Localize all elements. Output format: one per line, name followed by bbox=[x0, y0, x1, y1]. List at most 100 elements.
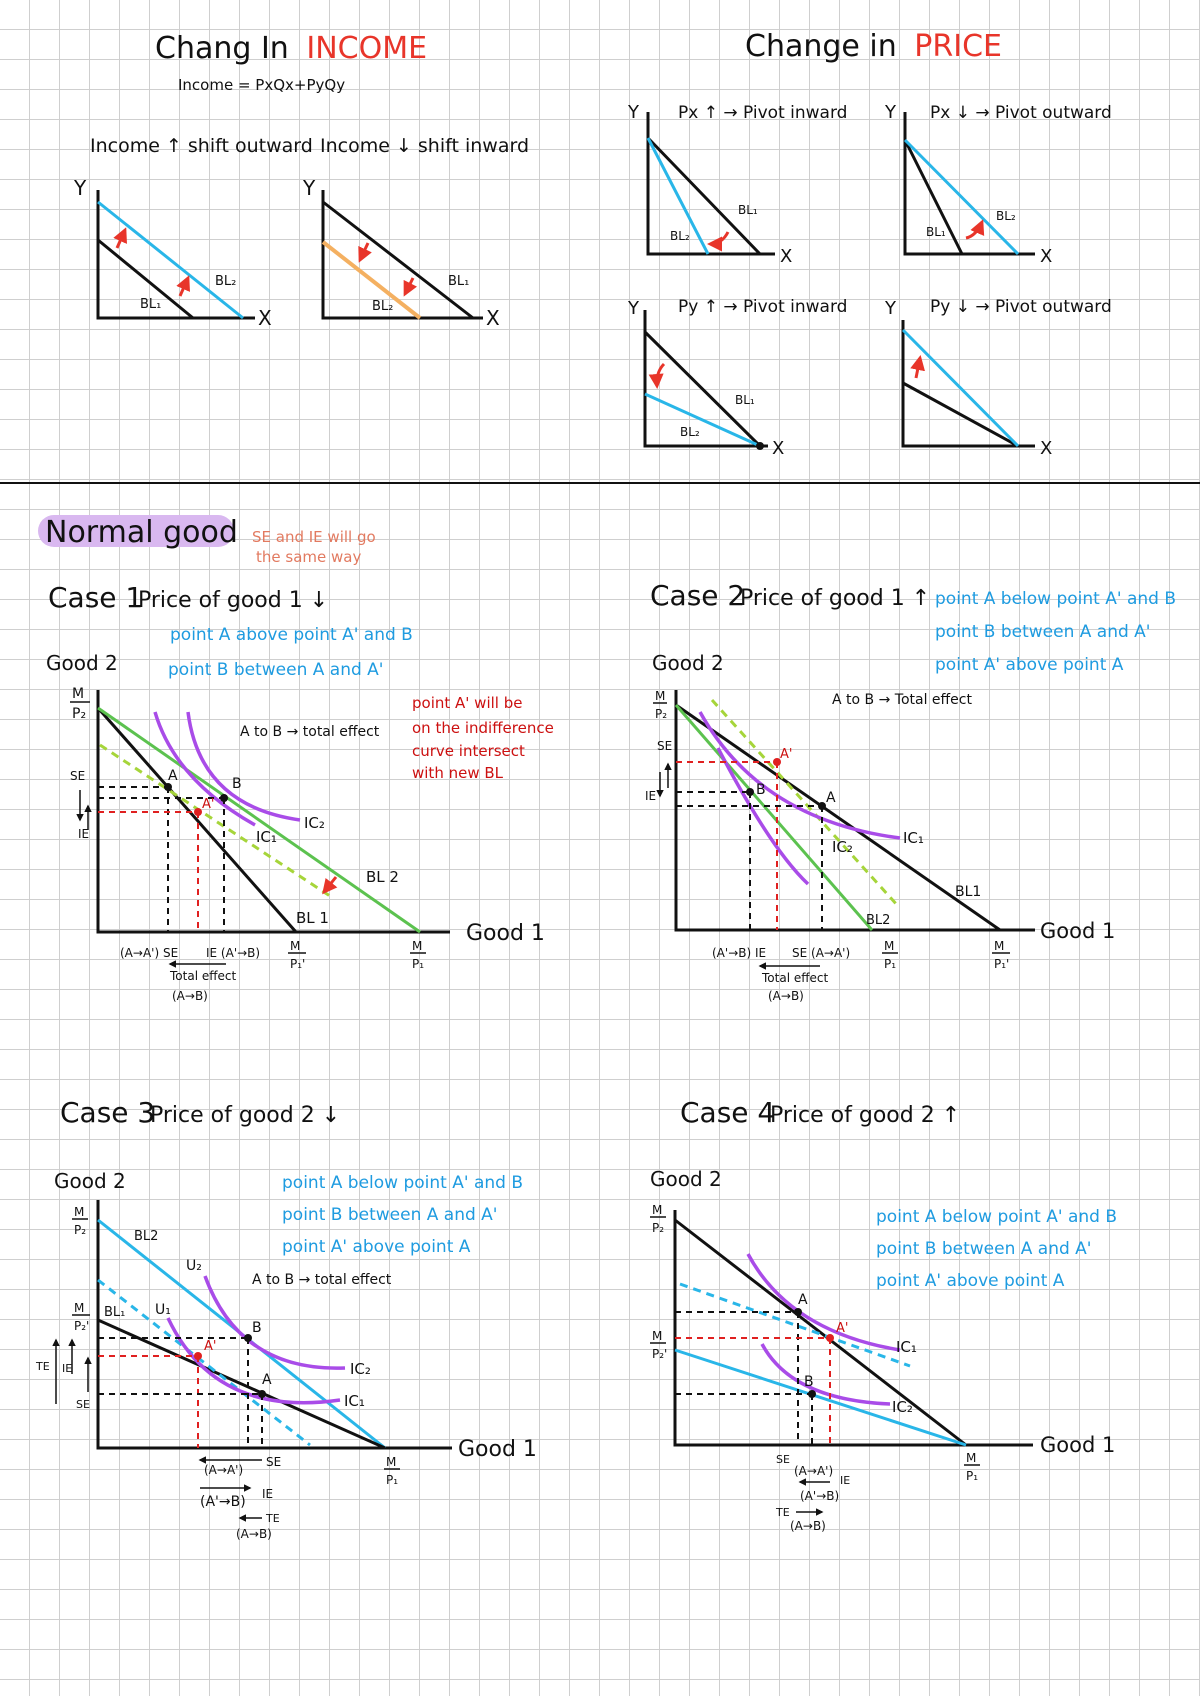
x-axis-label: X bbox=[1040, 246, 1052, 267]
se-tag: SE (A→A') bbox=[792, 946, 850, 960]
x-axis-label: X bbox=[772, 438, 784, 459]
x-intercept-den: P₁ bbox=[412, 957, 424, 971]
budget-line-2 bbox=[97, 706, 421, 934]
py-up-caption: Py ↑ → Pivot inward bbox=[678, 297, 847, 317]
y-intercept-den: P₂ bbox=[655, 707, 667, 721]
red-note: curve intersect bbox=[412, 742, 525, 760]
compensated-budget-line bbox=[710, 698, 900, 908]
case-4: Case 4 Price of good 2 ↑ point A below p… bbox=[650, 1096, 1117, 1533]
case-note: point A' above point A bbox=[935, 655, 1124, 675]
u2-label: U₂ bbox=[186, 1258, 202, 1274]
se-axis-label: SE bbox=[76, 1398, 90, 1411]
indifference-curve-2 bbox=[203, 1275, 346, 1370]
u1-label: U₁ bbox=[155, 1302, 171, 1318]
ie-tag: (A'→B) IE bbox=[712, 946, 766, 960]
point-b bbox=[746, 788, 754, 796]
ic2-label: IC₂ bbox=[350, 1360, 371, 1378]
income-down-caption: Income ↓ shift inward bbox=[320, 135, 529, 157]
ie-axis-label: IE bbox=[62, 1362, 72, 1375]
pivot-point bbox=[756, 442, 764, 450]
case-note: point B between A and A' bbox=[935, 622, 1150, 642]
bl1-label: BL1 bbox=[955, 884, 981, 900]
axes bbox=[646, 112, 775, 256]
te-tag: (A→B) bbox=[236, 1527, 272, 1541]
normal-good-note: the same way bbox=[256, 548, 361, 566]
ic1-label: IC₁ bbox=[896, 1338, 917, 1356]
point-a-label: A bbox=[826, 790, 836, 806]
y-axis-title: Good 2 bbox=[650, 1167, 722, 1191]
case-description: Price of good 2 ↓ bbox=[150, 1103, 340, 1128]
y-axis-title: Good 2 bbox=[54, 1169, 126, 1193]
point-a-label: A bbox=[798, 1292, 808, 1308]
shift-arrow-down bbox=[358, 242, 372, 263]
indifference-curve-2 bbox=[716, 747, 810, 886]
point-b-label: B bbox=[252, 1320, 262, 1336]
income-title: Chang In INCOME bbox=[155, 31, 427, 66]
point-a-label: A bbox=[168, 768, 178, 784]
point-a bbox=[794, 1308, 802, 1316]
x-intercept-num: M bbox=[994, 939, 1004, 953]
se-tag-label: SE bbox=[776, 1453, 790, 1466]
case-label: Case 1 bbox=[48, 581, 143, 614]
ie-tag: (A'→B) bbox=[200, 1494, 246, 1510]
ie-tag-label: IE bbox=[262, 1487, 273, 1501]
ie-axis-label: IE bbox=[645, 789, 656, 803]
x-intercept-den: P₁' bbox=[290, 957, 305, 971]
budget-line-1 bbox=[646, 136, 762, 256]
budget-line-1 bbox=[97, 238, 194, 320]
total-effect-tag: Total effect bbox=[169, 969, 236, 983]
bl2-label: BL₂ bbox=[680, 425, 700, 439]
bl1-label: BL₁ bbox=[926, 225, 946, 239]
compensated-budget-line bbox=[679, 1282, 911, 1368]
point-b-label: B bbox=[804, 1374, 814, 1390]
case-label: Case 3 bbox=[60, 1096, 155, 1129]
compensated-budget-line bbox=[99, 743, 331, 898]
ic2-label: IC₂ bbox=[832, 838, 853, 856]
point-a-label: A bbox=[262, 1372, 272, 1388]
indifference-curve-2 bbox=[186, 711, 301, 822]
bl1-label: BL₁ bbox=[104, 1305, 125, 1320]
total-effect-note: A to B → total effect bbox=[252, 1272, 392, 1288]
case-note: point B between A and A' bbox=[876, 1239, 1091, 1259]
axes bbox=[674, 690, 1035, 932]
py-up-diagram: Y Py ↑ → Pivot inward X BL₁ BL₂ bbox=[627, 297, 847, 459]
compensated-budget-line bbox=[97, 1278, 311, 1447]
case-label: Case 4 bbox=[680, 1096, 775, 1129]
case-1: Case 1 Price of good 1 ↓ point A above p… bbox=[46, 581, 554, 1003]
axes bbox=[321, 190, 483, 320]
bl2-label: BL₂ bbox=[215, 274, 236, 289]
case-description: Price of good 1 ↓ bbox=[138, 588, 328, 613]
x-axis-label: X bbox=[780, 246, 792, 267]
y-intercept-num: M bbox=[652, 1329, 662, 1343]
shift-arrow-down bbox=[403, 277, 418, 297]
red-note: on the indifference bbox=[412, 719, 554, 737]
te-tag-label: TE bbox=[775, 1506, 790, 1519]
ic1-label: IC₁ bbox=[256, 828, 277, 846]
se-tag: (A→A') bbox=[794, 1464, 833, 1478]
case-note: point A' above point A bbox=[876, 1271, 1065, 1291]
y-axis-label: Y bbox=[627, 298, 640, 319]
y-intercept-den: P₂ bbox=[652, 1221, 664, 1235]
axes bbox=[96, 690, 450, 934]
y-axis-label: Y bbox=[884, 298, 897, 319]
x-intercept-num: M bbox=[966, 1451, 976, 1465]
point-a-prime bbox=[826, 1334, 834, 1342]
case-2: Case 2 Price of good 1 ↑ point A below p… bbox=[645, 579, 1176, 1003]
bl1-label: BL 1 bbox=[296, 909, 329, 927]
budget-line-2 bbox=[674, 704, 874, 931]
ic2-label: IC₂ bbox=[892, 1398, 913, 1416]
bl2-label: BL₂ bbox=[996, 209, 1016, 223]
bl2-label: BL₂ bbox=[372, 299, 393, 314]
y-intercept-num: M bbox=[72, 686, 84, 702]
bl1-label: BL₁ bbox=[738, 203, 758, 217]
pivot-arrow bbox=[910, 355, 926, 379]
budget-line-1 bbox=[903, 139, 964, 255]
ic1-label: IC₁ bbox=[903, 829, 924, 847]
x-axis-title: Good 1 bbox=[1040, 919, 1115, 943]
income-up-caption: Income ↑ shift outward bbox=[90, 135, 313, 157]
point-a bbox=[258, 1390, 266, 1398]
budget-line-2 bbox=[644, 392, 761, 448]
se-tag-label: SE bbox=[266, 1455, 281, 1469]
py-down-caption: Py ↓ → Pivot outward bbox=[930, 297, 1112, 317]
budget-line-1 bbox=[97, 1318, 386, 1450]
